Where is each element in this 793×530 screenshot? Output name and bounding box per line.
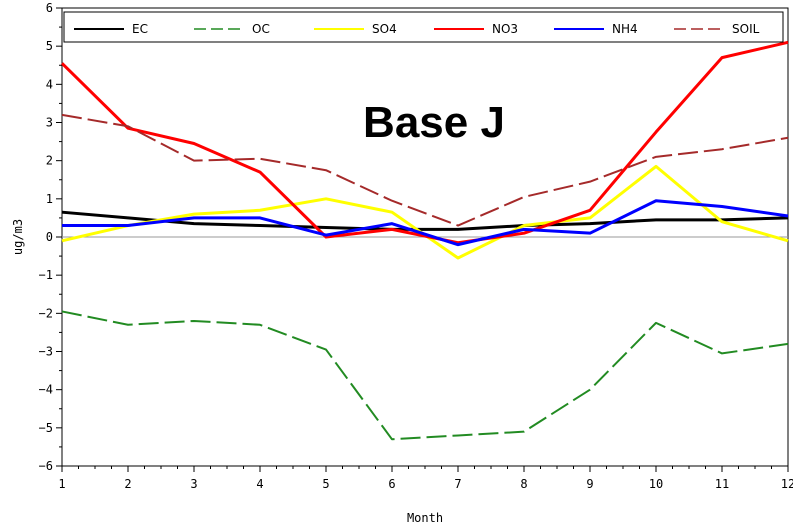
legend-label-no3: NO3: [492, 22, 518, 36]
legend-label-ec: EC: [132, 22, 148, 36]
y-tick-label: 6: [46, 1, 53, 15]
legend: EC OC SO4 NO3 NH4 SOIL: [63, 11, 784, 43]
y-tick-label: −1: [39, 268, 53, 282]
x-tick-label: 9: [586, 477, 593, 491]
y-tick-label: −3: [39, 345, 53, 359]
x-tick-label: 11: [715, 477, 729, 491]
x-tick-label: 7: [454, 477, 461, 491]
y-tick-label: −5: [39, 421, 53, 435]
y-tick-label: −4: [39, 383, 53, 397]
y-axis-title: ug/m3: [11, 219, 25, 255]
y-tick-label: 2: [46, 154, 53, 168]
x-tick-label: 2: [124, 477, 131, 491]
legend-label-nh4: NH4: [612, 22, 638, 36]
x-tick-label: 1: [58, 477, 65, 491]
legend-box: [63, 11, 784, 43]
x-axis-title: Month: [407, 511, 443, 525]
x-tick-label: 10: [649, 477, 663, 491]
x-tick-label: 12: [781, 477, 793, 491]
x-axis: 1 2 3 4 5 6 7 8 9 10 11 12: [58, 466, 793, 491]
x-tick-label: 6: [388, 477, 395, 491]
series-line-soil: [61, 113, 789, 227]
series-line-nh4: [62, 199, 789, 247]
x-tick-label: 4: [256, 477, 263, 491]
y-tick-label: 5: [46, 39, 53, 53]
legend-label-so4: SO4: [372, 22, 397, 36]
legend-label-oc: OC: [252, 22, 270, 36]
y-tick-label: 0: [46, 230, 53, 244]
y-axis: −6 −5 −4 −3 −2 −1 0 1 2 3 4 5 6: [39, 1, 62, 473]
x-tick-label: 8: [520, 477, 527, 491]
y-tick-label: −6: [39, 459, 53, 473]
y-tick-label: 1: [46, 192, 53, 206]
series-line-ec: [61, 210, 789, 231]
x-tick-label: 3: [190, 477, 197, 491]
series-line-no3: [60, 40, 789, 245]
legend-label-soil: SOIL: [732, 22, 760, 36]
x-tick-label: 5: [322, 477, 329, 491]
chart-annotation: Base J: [363, 98, 505, 147]
series-line-oc: [61, 310, 789, 441]
y-tick-label: 3: [46, 116, 53, 130]
y-tick-label: −2: [39, 306, 53, 320]
y-tick-label: 4: [46, 77, 53, 91]
series-layer: [60, 40, 789, 441]
